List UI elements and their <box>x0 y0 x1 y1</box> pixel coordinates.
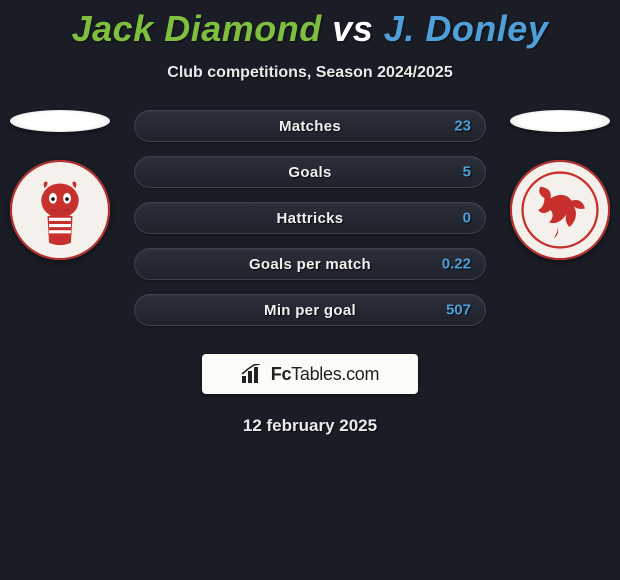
snapshot-date: 12 february 2025 <box>0 416 620 436</box>
wyvern-icon <box>521 171 599 249</box>
right-nation-ellipse <box>510 110 610 132</box>
stat-right-value: 0 <box>463 210 471 227</box>
stats-column: Matches 23 Goals 5 Hattricks 0 Goals per… <box>116 110 504 326</box>
page-title: Jack Diamond vs J. Donley <box>0 0 620 50</box>
bar-chart-icon <box>241 364 265 384</box>
stat-row-goals-per-match: Goals per match 0.22 <box>134 248 486 280</box>
stat-right-value: 0.22 <box>442 256 471 273</box>
stat-row-min-per-goal: Min per goal 507 <box>134 294 486 326</box>
lincoln-city-crest <box>10 160 110 260</box>
brand-main: Tables <box>291 364 341 384</box>
brand-prefix: Fc <box>271 364 291 384</box>
left-nation-ellipse <box>10 110 110 132</box>
stat-label: Goals <box>288 164 331 181</box>
stat-right-value: 23 <box>454 118 471 135</box>
vs-separator: vs <box>332 8 373 49</box>
brand-suffix: .com <box>341 364 379 384</box>
comparison-body: Matches 23 Goals 5 Hattricks 0 Goals per… <box>0 110 620 326</box>
stat-row-hattricks: Hattricks 0 <box>134 202 486 234</box>
stat-row-goals: Goals 5 <box>134 156 486 188</box>
leyton-orient-crest <box>510 160 610 260</box>
stat-label: Matches <box>279 118 341 135</box>
stat-row-matches: Matches 23 <box>134 110 486 142</box>
player-a-name: Jack Diamond <box>72 8 322 49</box>
player-b-name: J. Donley <box>384 8 549 49</box>
stat-label: Min per goal <box>264 302 356 319</box>
fctables-logo: FcTables.com <box>202 354 418 394</box>
stat-right-value: 507 <box>446 302 471 319</box>
stat-label: Goals per match <box>249 256 371 273</box>
left-badge-column <box>4 110 116 260</box>
stat-label: Hattricks <box>277 210 344 227</box>
subtitle: Club competitions, Season 2024/2025 <box>0 64 620 82</box>
footer-brand-text: FcTables.com <box>271 364 379 385</box>
imp-mascot-icon <box>21 171 99 249</box>
stat-right-value: 5 <box>463 164 471 181</box>
right-badge-column <box>504 110 616 260</box>
